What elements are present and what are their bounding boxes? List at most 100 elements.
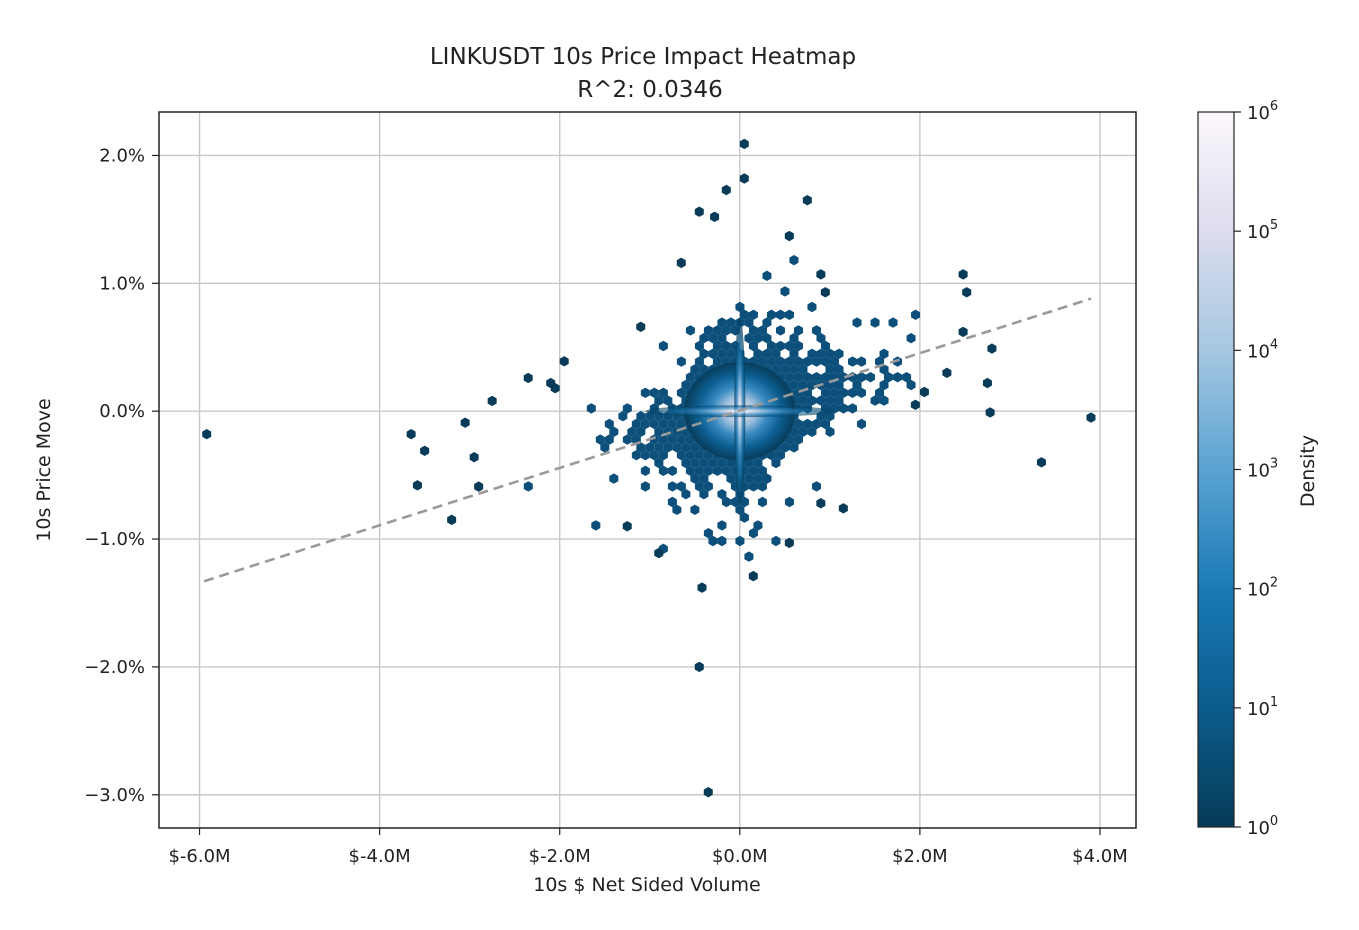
outlier-cell — [420, 445, 430, 457]
hexbin-cell — [839, 403, 849, 414]
hexbin-cell — [780, 364, 790, 375]
hexbin-cell — [811, 325, 821, 336]
hexbin-cell — [802, 372, 812, 383]
hexbin-cell — [784, 434, 794, 445]
hexbin-cell — [820, 340, 830, 352]
colorbar-tick-label: 103 — [1247, 457, 1278, 482]
hexbin-cell — [879, 348, 889, 359]
hexbin-cell — [820, 372, 830, 383]
hexbin-cell — [649, 387, 659, 398]
hexbin-cell — [766, 356, 776, 367]
colorbar-label: Density — [1297, 435, 1319, 507]
hexbin-cell — [793, 434, 803, 445]
hexbin-cell — [739, 512, 749, 523]
y-tick-label: 2.0% — [99, 145, 145, 166]
hexbin-cell — [888, 317, 898, 328]
hexbin-cell — [807, 426, 817, 437]
hexbin-cell — [717, 520, 727, 531]
hexbin-cell — [748, 325, 758, 336]
hexbin-cell — [748, 528, 758, 539]
hexbin-cell — [789, 333, 799, 344]
hexbin-cell — [748, 481, 758, 492]
hexbin-cell — [784, 372, 794, 383]
hexbin-cell — [834, 395, 844, 406]
hexbin-cell — [893, 372, 903, 383]
outlier-cell — [820, 287, 830, 298]
hexbin-cell — [798, 395, 808, 406]
hexbin-cell — [681, 489, 691, 500]
hexbin-cell — [798, 426, 808, 437]
hexbin-cell — [816, 333, 826, 344]
hexbin-cell — [739, 309, 749, 320]
hexbin-data — [202, 138, 1096, 798]
colorbar-tick-label: 105 — [1247, 218, 1278, 243]
hexbin-cell — [811, 372, 821, 383]
hexbin-cell — [672, 504, 682, 515]
hexbin-cell — [708, 457, 718, 469]
colorbar — [1197, 111, 1235, 828]
hexbin-cell — [699, 473, 709, 484]
hexbin-cell — [911, 309, 921, 320]
hexbin-cell — [762, 473, 772, 484]
hexbin-cell — [676, 434, 686, 445]
hexbin-cell — [784, 356, 794, 367]
hexbin-cell — [820, 418, 830, 430]
hexbin-cell — [789, 364, 799, 375]
hexbin-cell — [753, 348, 763, 359]
x-axis-label: 10s $ Net Sided Volume — [533, 874, 761, 896]
hexbin-cell — [739, 496, 749, 508]
hexbin-cell — [798, 364, 808, 375]
hexbin-cell — [857, 356, 867, 367]
hexbin-cell — [721, 465, 731, 476]
hexbin-cell — [591, 520, 601, 531]
hexbin-cell — [834, 348, 844, 359]
hexbin-cell — [906, 333, 916, 344]
hexbin-cell — [703, 325, 713, 336]
hexbin-cell — [807, 348, 817, 359]
hexbin-cell — [762, 333, 772, 344]
hexbin-cell — [757, 481, 767, 492]
hexbin-cell — [726, 348, 736, 359]
hexbin-cell — [717, 333, 727, 344]
hexbin-cell — [721, 340, 731, 352]
hexbin-cell — [802, 356, 812, 367]
hexbin-cell — [807, 301, 817, 313]
hexbin-cell — [627, 426, 637, 437]
y-tick-label: −1.0% — [84, 529, 145, 550]
hexbin-cell — [839, 387, 849, 398]
hexbin-cell — [762, 348, 772, 359]
hexbin-cell — [726, 457, 736, 469]
hexbin-cell — [699, 333, 709, 344]
hexbin-cell — [658, 434, 668, 445]
outlier-cell — [942, 367, 952, 379]
hexbin-cell — [663, 442, 673, 453]
hexbin-cell — [848, 387, 858, 398]
hexbin-cell — [663, 395, 673, 406]
hexbin-cell — [658, 418, 668, 430]
hexbin-cell — [775, 325, 785, 336]
hexbin-cell — [631, 418, 641, 430]
outlier-cell — [676, 257, 686, 269]
outlier-cell — [816, 269, 826, 280]
hexbin-cell — [690, 364, 700, 375]
hexbin-cell — [879, 379, 889, 391]
hexbin-cell — [771, 457, 781, 469]
hexbin-cell — [807, 395, 817, 406]
colorbar-tick-label: 106 — [1247, 99, 1278, 124]
outlier-cell — [739, 138, 749, 150]
hexbin-cell — [694, 450, 704, 461]
hexbin-cell — [609, 473, 619, 484]
hexbin-cell — [645, 442, 655, 453]
hexbin-cell — [825, 348, 835, 359]
hexbin-cell — [595, 434, 605, 445]
hexbin-cell — [721, 496, 731, 508]
hexbin-cell — [654, 457, 664, 469]
hexbin-cell — [523, 481, 533, 492]
x-tick-label: $-6.0M — [168, 846, 230, 867]
hexbin-cell — [775, 356, 785, 367]
hexbin-cell — [825, 411, 835, 422]
outlier-cell — [784, 537, 794, 549]
hexbin-cell — [586, 403, 596, 414]
hexbin-cell — [825, 395, 835, 406]
hexbin-cell — [726, 473, 736, 484]
